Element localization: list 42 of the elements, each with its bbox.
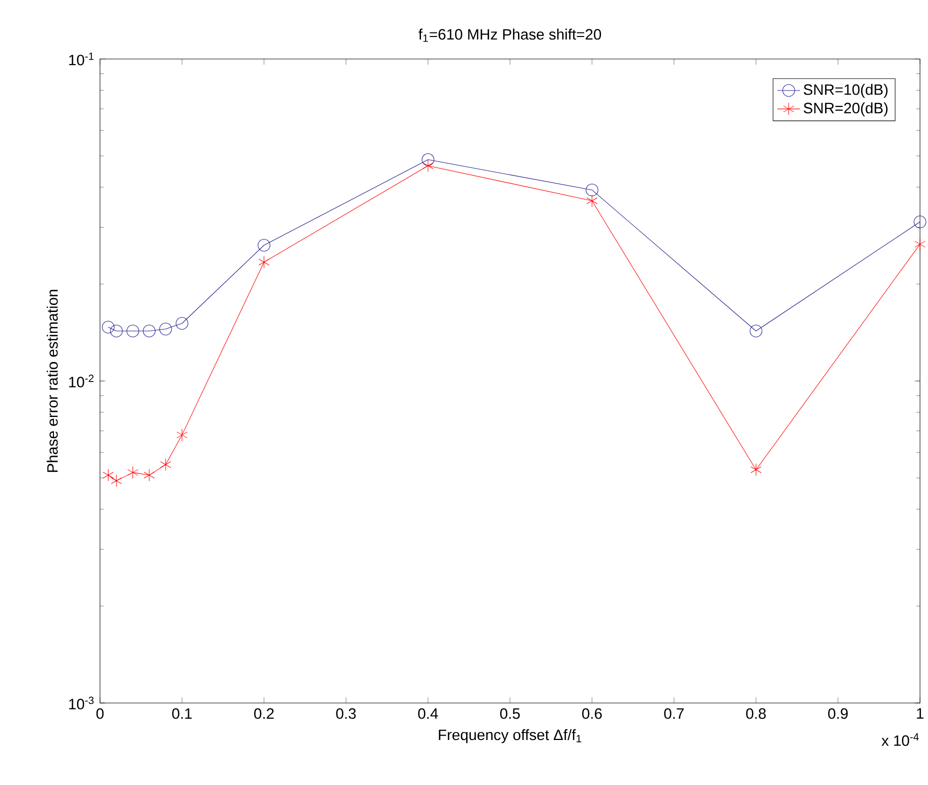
point xyxy=(422,153,434,166)
point xyxy=(110,324,123,338)
point xyxy=(144,468,155,482)
point xyxy=(750,324,762,338)
point xyxy=(176,317,188,330)
legend-label: SNR=20(dB) xyxy=(804,102,888,116)
y-tick-label: 10$^{-1}$ xyxy=(69,52,94,66)
point xyxy=(586,184,598,196)
point xyxy=(102,468,114,482)
point xyxy=(160,458,172,471)
x-tick-label: 0.6 xyxy=(582,708,602,719)
x-tick-label: 0.9 xyxy=(828,708,848,719)
point xyxy=(126,324,140,338)
point xyxy=(586,194,598,207)
chart-title: f$_{1}$=610 MHz Phase shift=20 xyxy=(418,28,602,42)
point xyxy=(914,238,926,250)
legend-label: SNR=10(dB) xyxy=(804,84,888,98)
x-tick-label: 0.5 xyxy=(500,708,520,719)
y-axis-title: Phase error ratio estimation xyxy=(46,290,58,472)
point xyxy=(176,428,188,442)
point xyxy=(102,320,114,334)
y-tick-label: 10$^{-2}$ xyxy=(69,374,94,388)
x-tick-label: 0 xyxy=(96,708,104,719)
text: x 10$^{-4}$ xyxy=(882,733,919,746)
point xyxy=(110,474,122,488)
x-tick-label: 0.8 xyxy=(746,708,766,719)
x-tick-label: 0.2 xyxy=(254,708,274,719)
y-tick-label: 10$^{-3}$ xyxy=(69,696,94,710)
x-tick-label: 1 xyxy=(916,708,924,719)
point xyxy=(142,324,156,338)
point xyxy=(422,160,434,172)
point xyxy=(258,256,270,268)
point xyxy=(127,466,138,479)
point xyxy=(159,322,172,336)
x-tick-label: 0.1 xyxy=(172,708,192,719)
x-tick-label: 0.7 xyxy=(664,708,684,719)
x-axis-title: Frequency offset Δf/f$_{1}$ xyxy=(438,729,582,744)
point xyxy=(750,464,762,476)
point xyxy=(258,238,270,252)
x-tick-label: 0.4 xyxy=(418,708,438,719)
point xyxy=(914,216,926,228)
x-tick-label: 0.3 xyxy=(336,708,356,719)
